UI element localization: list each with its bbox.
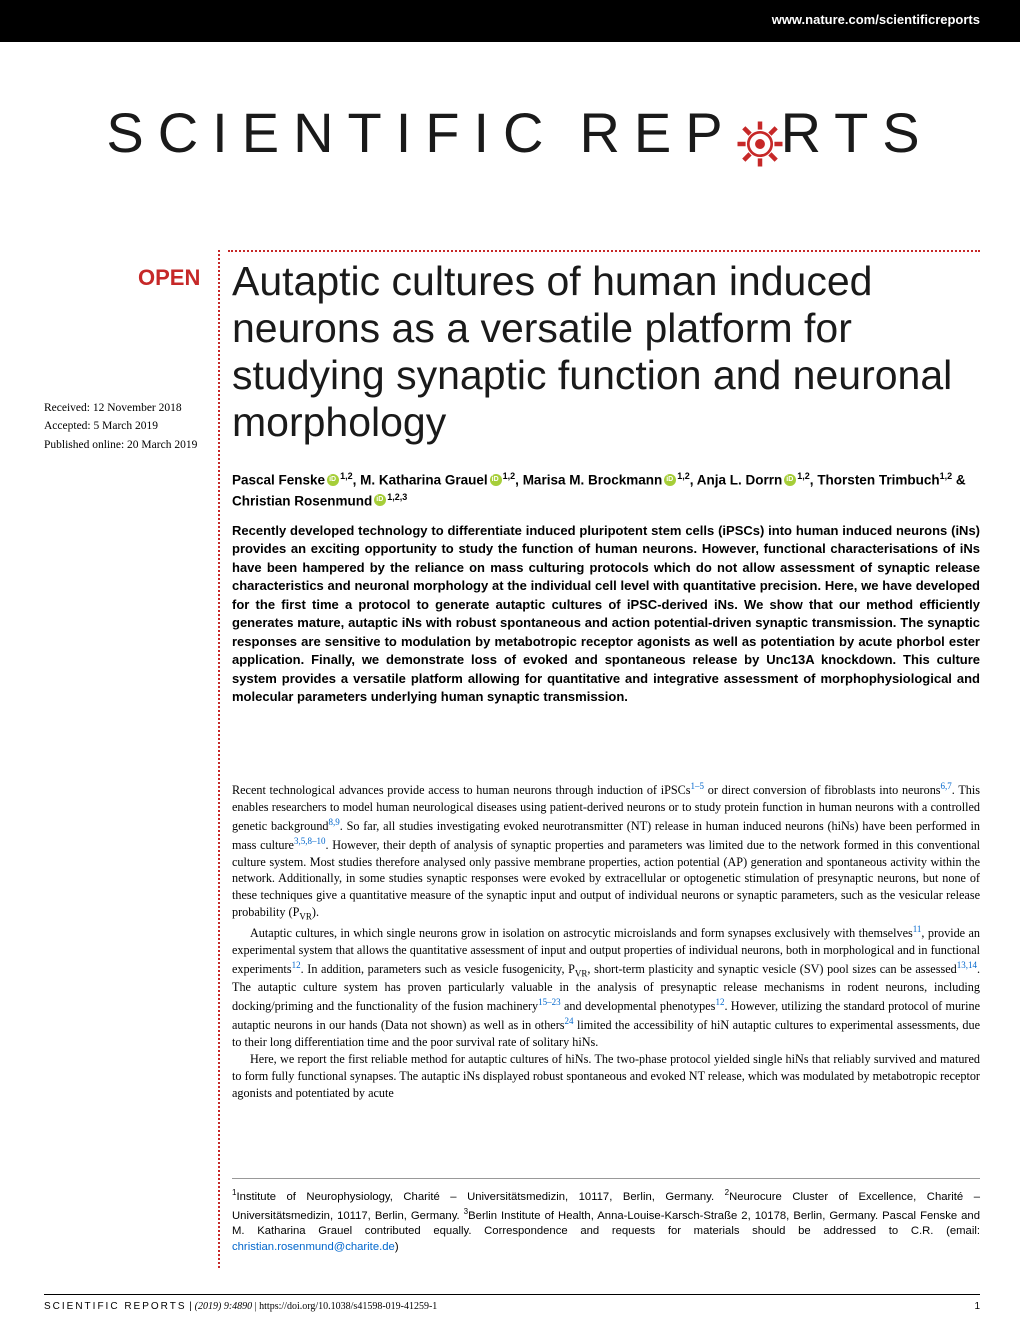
citation-link[interactable]: 24 bbox=[565, 1016, 574, 1026]
author-4: Anja L. Dorrn bbox=[697, 473, 783, 488]
page-number: 1 bbox=[974, 1301, 980, 1312]
author-list: Pascal Fenske1,2, M. Katharina Grauel1,2… bbox=[232, 470, 980, 512]
author-3-aff: 1,2 bbox=[677, 471, 690, 481]
open-access-badge: OPEN bbox=[138, 265, 200, 291]
citation-link[interactable]: 12 bbox=[292, 960, 301, 970]
citation-link[interactable]: 15–23 bbox=[538, 997, 561, 1007]
citation-link[interactable]: 6,7 bbox=[941, 781, 952, 791]
page-footer: SCIENTIFIC REPORTS | (2019) 9:4890 | htt… bbox=[44, 1294, 980, 1312]
author-2: M. Katharina Grauel bbox=[360, 473, 488, 488]
accepted-date: Accepted: 5 March 2019 bbox=[44, 418, 210, 435]
article-title: Autaptic cultures of human induced neuro… bbox=[232, 258, 980, 447]
author-3: Marisa M. Brockmann bbox=[523, 473, 663, 488]
footer-journal: SCIENTIFIC REPORTS bbox=[44, 1301, 187, 1312]
citation-link[interactable]: 1–5 bbox=[691, 781, 705, 791]
author-5-aff: 1,2 bbox=[940, 471, 953, 481]
dotted-rule-vertical bbox=[218, 250, 220, 1268]
paragraph-3: Here, we report the first reliable metho… bbox=[232, 1051, 980, 1101]
paragraph-1: Recent technological advances provide ac… bbox=[232, 780, 980, 923]
published-date: Published online: 20 March 2019 bbox=[44, 437, 210, 454]
author-6-aff: 1,2,3 bbox=[387, 492, 407, 502]
dotted-rule-top bbox=[228, 250, 980, 252]
author-1-aff: 1,2 bbox=[340, 471, 353, 481]
orcid-icon[interactable] bbox=[490, 474, 502, 486]
logo-part3: RTS bbox=[781, 101, 934, 164]
journal-logo: SCIENTIFIC REP RTS bbox=[60, 100, 980, 175]
received-date: Received: 12 November 2018 bbox=[44, 400, 210, 417]
journal-url[interactable]: www.nature.com/scientificreports bbox=[772, 12, 980, 27]
journal-header: www.nature.com/scientificreports bbox=[0, 0, 1020, 42]
body-text: Recent technological advances provide ac… bbox=[232, 780, 980, 1101]
publication-dates: Received: 12 November 2018 Accepted: 5 M… bbox=[44, 400, 210, 455]
corresponding-email[interactable]: christian.rosenmund@charite.de bbox=[232, 1241, 395, 1253]
orcid-icon[interactable] bbox=[784, 474, 796, 486]
gear-icon bbox=[733, 117, 787, 171]
footer-citation: SCIENTIFIC REPORTS | (2019) 9:4890 | htt… bbox=[44, 1301, 437, 1312]
citation-link[interactable]: 13,14 bbox=[957, 960, 977, 970]
author-6: Christian Rosenmund bbox=[232, 493, 372, 508]
author-5: Thorsten Trimbuch bbox=[817, 473, 939, 488]
orcid-icon[interactable] bbox=[327, 474, 339, 486]
author-4-aff: 1,2 bbox=[797, 471, 810, 481]
paragraph-2: Autaptic cultures, in which single neuro… bbox=[232, 923, 980, 1051]
logo-part1: SCIENTIFIC bbox=[106, 101, 557, 164]
orcid-icon[interactable] bbox=[664, 474, 676, 486]
author-2-aff: 1,2 bbox=[503, 471, 516, 481]
abstract: Recently developed technology to differe… bbox=[232, 522, 980, 707]
author-1: Pascal Fenske bbox=[232, 473, 325, 488]
logo-part2: REP bbox=[579, 101, 736, 164]
orcid-icon[interactable] bbox=[374, 494, 386, 506]
affiliations: 1Institute of Neurophysiology, Charité –… bbox=[232, 1178, 980, 1256]
citation-link[interactable]: 3,5,8–10 bbox=[294, 836, 326, 846]
citation-link[interactable]: 8,9 bbox=[329, 817, 340, 827]
